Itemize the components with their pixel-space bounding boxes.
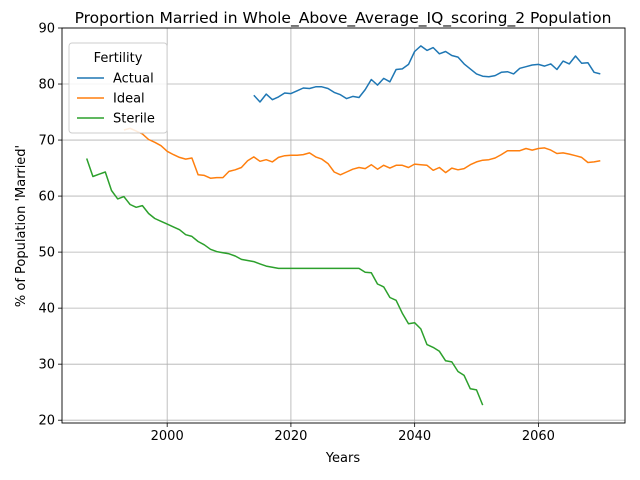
legend-label-sterile: Sterile (113, 112, 155, 127)
x-tick-label: 2060 (522, 429, 555, 444)
series-lines (85, 45, 601, 406)
y-tick-label: 90 (38, 22, 55, 37)
legend-items: Actual Ideal Sterile (77, 72, 155, 127)
legend-label-ideal: Ideal (113, 92, 145, 107)
y-tick-label: 80 (38, 78, 55, 93)
series-line-ideal (123, 127, 601, 179)
x-tick-label: 2040 (398, 429, 431, 444)
x-tick-label: 2020 (274, 429, 307, 444)
y-tick-label: 20 (38, 414, 55, 429)
y-axis-ticks: 20 30 40 50 60 70 80 90 (38, 22, 62, 429)
y-tick-label: 70 (38, 134, 55, 149)
y-tick-label: 60 (38, 190, 55, 205)
x-axis-ticks: 2000 2020 2040 2060 (151, 423, 555, 444)
legend-title: Fertility (94, 51, 143, 66)
chart-title: Proportion Married in Whole_Above_Averag… (75, 9, 612, 28)
legend-label-actual: Actual (113, 72, 154, 87)
legend-frame (68, 42, 168, 134)
y-tick-label: 30 (38, 358, 55, 373)
series-line-actual (253, 45, 601, 103)
legend: Fertility Actual Ideal Sterile (68, 42, 168, 134)
y-tick-label: 50 (38, 246, 55, 261)
y-tick-label: 40 (38, 302, 55, 317)
y-axis-label: % of Population 'Married' (14, 145, 29, 307)
x-axis-label: Years (325, 451, 361, 466)
x-tick-label: 2000 (151, 429, 184, 444)
plot-area-frame (61, 27, 626, 424)
grid-lines (62, 27, 625, 423)
series-line-sterile (85, 158, 484, 406)
